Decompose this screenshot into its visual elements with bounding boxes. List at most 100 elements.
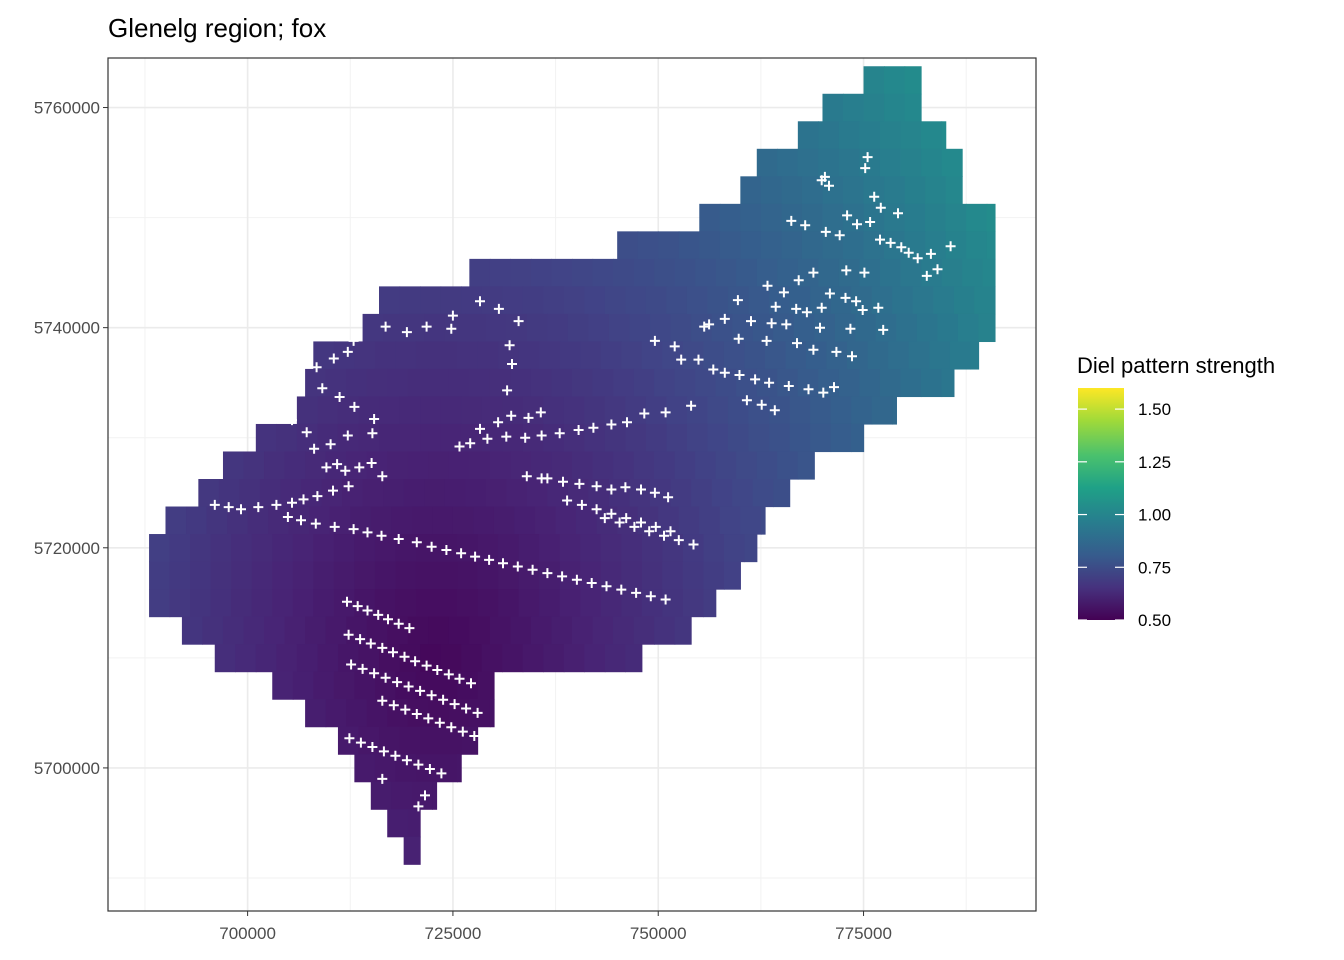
detection-point xyxy=(434,717,445,728)
raster-cell xyxy=(719,231,741,260)
raster-cell xyxy=(806,341,828,370)
detection-point xyxy=(649,335,660,346)
detection-point xyxy=(446,722,457,733)
raster-cell xyxy=(272,534,294,563)
raster-cell xyxy=(440,286,462,315)
raster-cell xyxy=(637,231,659,260)
raster-cell xyxy=(530,258,553,287)
raster-cell xyxy=(190,534,212,563)
raster-cell xyxy=(559,589,581,618)
raster-cell xyxy=(346,616,368,645)
raster-cell xyxy=(654,258,676,287)
detection-point xyxy=(282,512,293,522)
detection-point xyxy=(502,385,513,396)
raster-cell xyxy=(366,616,388,645)
raster-cell xyxy=(838,148,861,177)
detection-point xyxy=(688,539,699,550)
detection-point xyxy=(693,354,704,365)
raster-cell xyxy=(424,313,446,343)
raster-cell xyxy=(387,451,409,480)
raster-cell xyxy=(797,148,819,177)
raster-cell xyxy=(830,396,852,425)
raster-cell xyxy=(592,616,614,645)
raster-cell xyxy=(604,423,626,453)
raster-cell xyxy=(879,368,902,398)
raster-cell xyxy=(843,176,865,205)
detection-point xyxy=(377,695,388,706)
raster-cell xyxy=(781,231,803,260)
raster-cell xyxy=(625,423,647,453)
raster-cell xyxy=(255,644,277,673)
raster-cell xyxy=(370,506,392,535)
raster-cell xyxy=(551,368,573,398)
detection-point xyxy=(636,517,646,528)
detection-point xyxy=(317,383,328,394)
detection-point xyxy=(423,713,434,724)
raster-cell xyxy=(218,479,240,508)
detection-point xyxy=(606,419,617,430)
raster-cell xyxy=(736,258,758,287)
detection-point xyxy=(328,353,339,364)
detection-point xyxy=(719,313,730,324)
raster-cell xyxy=(584,644,606,673)
raster-cell xyxy=(654,616,676,645)
raster-cell xyxy=(773,313,795,343)
detection-point xyxy=(378,746,389,757)
detection-point xyxy=(355,634,366,645)
raster-cell xyxy=(428,699,450,728)
raster-cell xyxy=(879,258,902,287)
raster-cell xyxy=(863,203,885,232)
raster-cell xyxy=(711,313,733,343)
raster-cell xyxy=(457,341,479,370)
detection-point xyxy=(449,699,460,710)
raster-cell xyxy=(436,341,458,370)
detection-point xyxy=(893,208,903,219)
detection-point xyxy=(352,601,363,612)
raster-cell xyxy=(674,368,696,398)
raster-cell xyxy=(354,341,376,370)
raster-cell xyxy=(674,451,696,480)
raster-cell xyxy=(838,258,861,287)
raster-cell xyxy=(785,341,807,370)
detection-point xyxy=(369,414,380,424)
raster-cell xyxy=(399,726,421,755)
raster-cell xyxy=(465,479,487,508)
detection-point xyxy=(342,596,352,607)
raster-cell xyxy=(539,341,561,370)
raster-cell xyxy=(506,479,528,508)
raster-cell xyxy=(522,286,544,315)
detection-point xyxy=(878,324,889,335)
raster-cell xyxy=(395,589,417,618)
detection-point xyxy=(781,319,792,330)
detection-point xyxy=(447,310,458,321)
detection-point xyxy=(393,534,404,544)
raster-cell xyxy=(539,589,561,618)
raster-cell xyxy=(744,534,758,563)
detection-point xyxy=(750,374,761,385)
detection-point xyxy=(443,669,454,680)
raster-cell xyxy=(461,423,483,453)
raster-cell xyxy=(625,396,647,425)
detection-point xyxy=(493,417,504,428)
raster-cell xyxy=(563,396,585,425)
raster-cell xyxy=(292,561,314,590)
raster-cell xyxy=(391,781,413,810)
detection-point xyxy=(845,323,856,334)
detection-point xyxy=(325,439,336,450)
raster-cell xyxy=(251,589,273,618)
raster-cell xyxy=(921,368,943,398)
raster-cell xyxy=(719,506,741,535)
raster-cell xyxy=(358,423,380,453)
raster-cell xyxy=(769,423,791,453)
detection-point xyxy=(622,417,632,428)
detection-point xyxy=(377,773,388,784)
raster-cell xyxy=(251,561,273,590)
raster-cell xyxy=(235,644,257,673)
detection-point xyxy=(438,694,449,705)
detection-point xyxy=(636,484,646,495)
raster-cell xyxy=(440,396,462,425)
raster-cell xyxy=(305,616,327,645)
raster-cell xyxy=(461,396,483,425)
detection-point xyxy=(801,307,812,318)
raster-cell xyxy=(707,286,729,315)
